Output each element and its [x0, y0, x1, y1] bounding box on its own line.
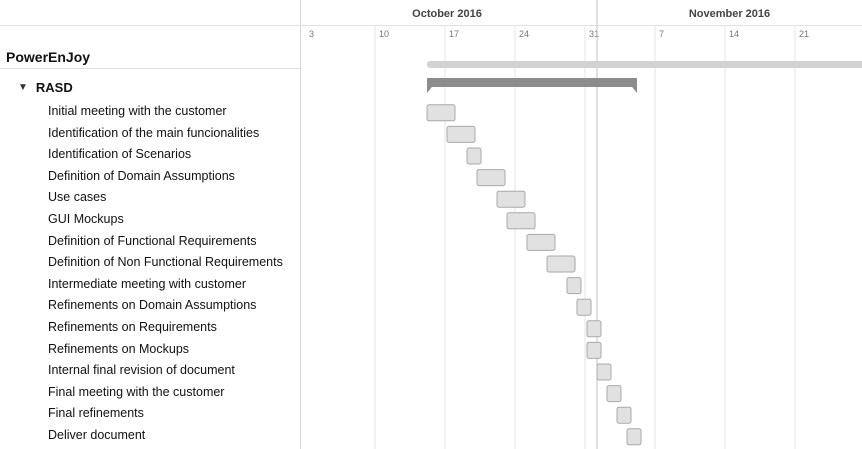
summary-bracket-right [632, 87, 637, 93]
project-title: PowerEnJoy [6, 49, 91, 65]
task-label: Refinements on Requirements [48, 320, 217, 334]
task-bar[interactable] [546, 255, 576, 273]
tick-label: 10 [379, 29, 389, 39]
tick-label: 3 [309, 29, 314, 39]
task-label: Definition of Domain Assumptions [48, 168, 235, 183]
group-row-rasd[interactable]: ▼ RASD [18, 80, 73, 95]
task-bar[interactable] [446, 125, 476, 143]
task-bar[interactable] [506, 212, 536, 230]
task-bar[interactable] [586, 341, 602, 359]
task-label: Final refinements [48, 406, 144, 421]
task-label: Identification of Scenarios [48, 147, 192, 162]
task-label: Deliver document [48, 428, 146, 442]
tick-label: 17 [449, 29, 459, 39]
task-bar[interactable] [426, 104, 456, 122]
task-bar[interactable] [596, 363, 612, 381]
task-label: Initial meeting with the customer [48, 104, 227, 118]
task-bar[interactable] [626, 428, 642, 446]
task-label: Internal final revision of document [48, 363, 235, 378]
header-divider [0, 25, 862, 26]
month-label: November 2016 [689, 8, 770, 20]
task-bar[interactable] [566, 277, 582, 295]
tick-label: 24 [519, 29, 529, 39]
summary-bracket-left [427, 87, 432, 93]
tick-label: 14 [729, 29, 739, 39]
task-label: Definition of Functional Requirements [48, 233, 257, 248]
task-bar[interactable] [586, 320, 602, 338]
task-label: Identification of the main funcionalitie… [48, 125, 260, 140]
project-divider [0, 68, 300, 69]
task-label: Intermediate meeting with customer [48, 276, 247, 291]
group-summary-bar [427, 78, 637, 87]
task-bar[interactable] [526, 233, 556, 251]
group-label: RASD [35, 80, 73, 95]
task-bar[interactable] [496, 190, 526, 208]
task-label: Final meeting with the customer [48, 384, 225, 399]
task-label: Use cases [48, 190, 107, 205]
gantt-chart: 3 10 17 24 31 7 14 21 October 2016 November 2016 [309, 0, 862, 449]
panel-divider[interactable] [300, 0, 301, 449]
task-label: Refinements on Mockups [48, 341, 190, 356]
project-summary-bar [427, 61, 862, 68]
task-bar[interactable] [466, 147, 482, 165]
month-label: October 2016 [412, 8, 482, 20]
task-list-panel: PowerEnJoy ▼ RASD Initial meeting with t… [0, 0, 300, 449]
task-label: GUI Mockups [48, 212, 124, 226]
task-bar[interactable] [606, 385, 622, 403]
tick-label: 7 [659, 29, 664, 39]
task-label: Definition of Non Functional Requirement… [48, 255, 283, 270]
task-bar[interactable] [476, 169, 506, 187]
task-label: Refinements on Domain Assumptions [48, 298, 257, 313]
task-bar[interactable] [576, 298, 592, 316]
collapse-arrow-icon[interactable]: ▼ [18, 82, 28, 93]
tick-label: 31 [589, 29, 599, 39]
task-bar[interactable] [616, 406, 632, 424]
tick-label: 21 [799, 29, 809, 39]
